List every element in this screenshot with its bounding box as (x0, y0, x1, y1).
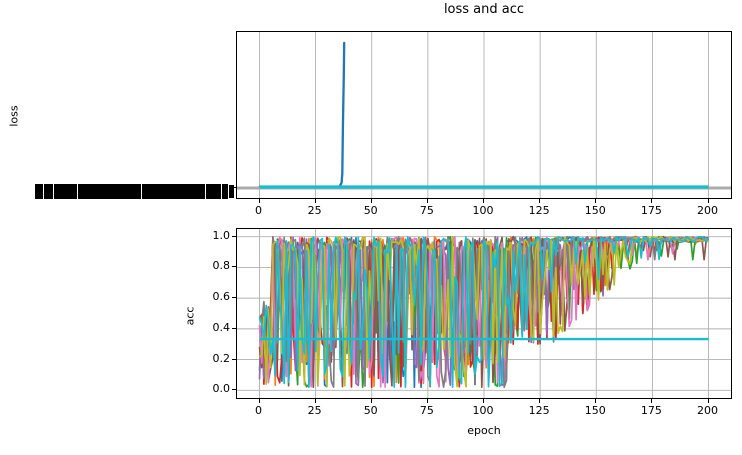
loss-x-tickmark (539, 199, 541, 203)
smear-gap (205, 184, 206, 199)
acc-x-tick-label: 150 (584, 404, 606, 417)
smear-gap (43, 184, 44, 199)
loss-x-tick-label: 75 (419, 204, 434, 217)
acc-x-tickmark (539, 399, 541, 403)
acc-y-tick-label: 0.8 (212, 259, 231, 273)
loss-x-tickmark (651, 199, 653, 203)
series-run-10 (258, 235, 710, 389)
acc-x-tick-label: 0 (255, 404, 262, 417)
acc-y-tickmark (232, 235, 236, 237)
acc-x-tickmark (595, 399, 597, 403)
loss-y-axis-label: loss (7, 105, 21, 127)
loss-plot-area (237, 32, 731, 198)
loss-x-tickmark (707, 199, 709, 203)
acc-y-tick-label: 0.0 (212, 382, 231, 396)
acc-x-tick-label: 175 (640, 404, 662, 417)
loss-y-ticklabel-smear-chunk (229, 185, 234, 198)
smear-gap (77, 184, 78, 199)
loss-x-tick-label: 0 (255, 204, 262, 217)
acc-x-tick-label: 50 (363, 404, 378, 417)
acc-y-tickmark (232, 389, 236, 391)
loss-x-tick-label: 200 (697, 204, 718, 217)
series-diverging-loss (258, 41, 346, 189)
acc-y-tickmark (232, 297, 236, 299)
acc-y-tickmark (232, 266, 236, 268)
loss-y-ticklabel-smear (35, 184, 228, 199)
loss-x-tickmark (426, 199, 428, 203)
acc-y-tick-label: 0.6 (212, 290, 231, 304)
acc-y-tick-label: 0.2 (212, 351, 231, 365)
acc-x-tick-label: 25 (307, 404, 322, 417)
acc-axes (236, 228, 732, 399)
loss-x-tickmark (370, 199, 372, 203)
acc-x-tickmark (426, 399, 428, 403)
smear-gap (221, 184, 222, 199)
smear-gap (53, 184, 54, 199)
loss-x-tick-label: 25 (307, 204, 322, 217)
loss-x-tick-label: 150 (584, 204, 606, 217)
acc-x-tick-label: 75 (419, 404, 434, 417)
loss-y-tickmark (232, 187, 236, 188)
acc-y-tick-label: 0.4 (212, 320, 231, 334)
acc-x-tickmark (651, 399, 653, 403)
figure-title: loss and acc (443, 2, 525, 17)
acc-y-tickmark (232, 358, 236, 360)
acc-x-tickmark (707, 399, 709, 403)
acc-x-tickmark (314, 399, 316, 403)
epoch-x-axis-label: epoch (467, 424, 501, 437)
acc-x-tickmark (483, 399, 484, 403)
acc-x-tick-label: 125 (528, 404, 550, 417)
acc-x-tick-label: 100 (472, 404, 494, 417)
acc-x-tickmark (370, 399, 372, 403)
loss-x-tick-label: 175 (640, 204, 662, 217)
loss-x-tickmark (595, 199, 597, 203)
loss-axes (236, 31, 732, 199)
acc-x-tick-label: 200 (697, 404, 718, 417)
loss-x-tickmark (258, 199, 260, 203)
loss-x-tick-label: 100 (472, 204, 494, 217)
loss-x-tick-label: 50 (363, 204, 378, 217)
smear-gap (141, 184, 142, 199)
acc-y-tick-label: 1.0 (212, 228, 231, 242)
loss-x-tick-label: 125 (528, 204, 550, 217)
acc-plot-area (237, 229, 731, 398)
acc-y-tickmark (232, 327, 236, 329)
loss-x-tickmark (483, 199, 484, 203)
acc-x-tickmark (258, 399, 260, 403)
loss-x-tickmark (314, 199, 316, 203)
